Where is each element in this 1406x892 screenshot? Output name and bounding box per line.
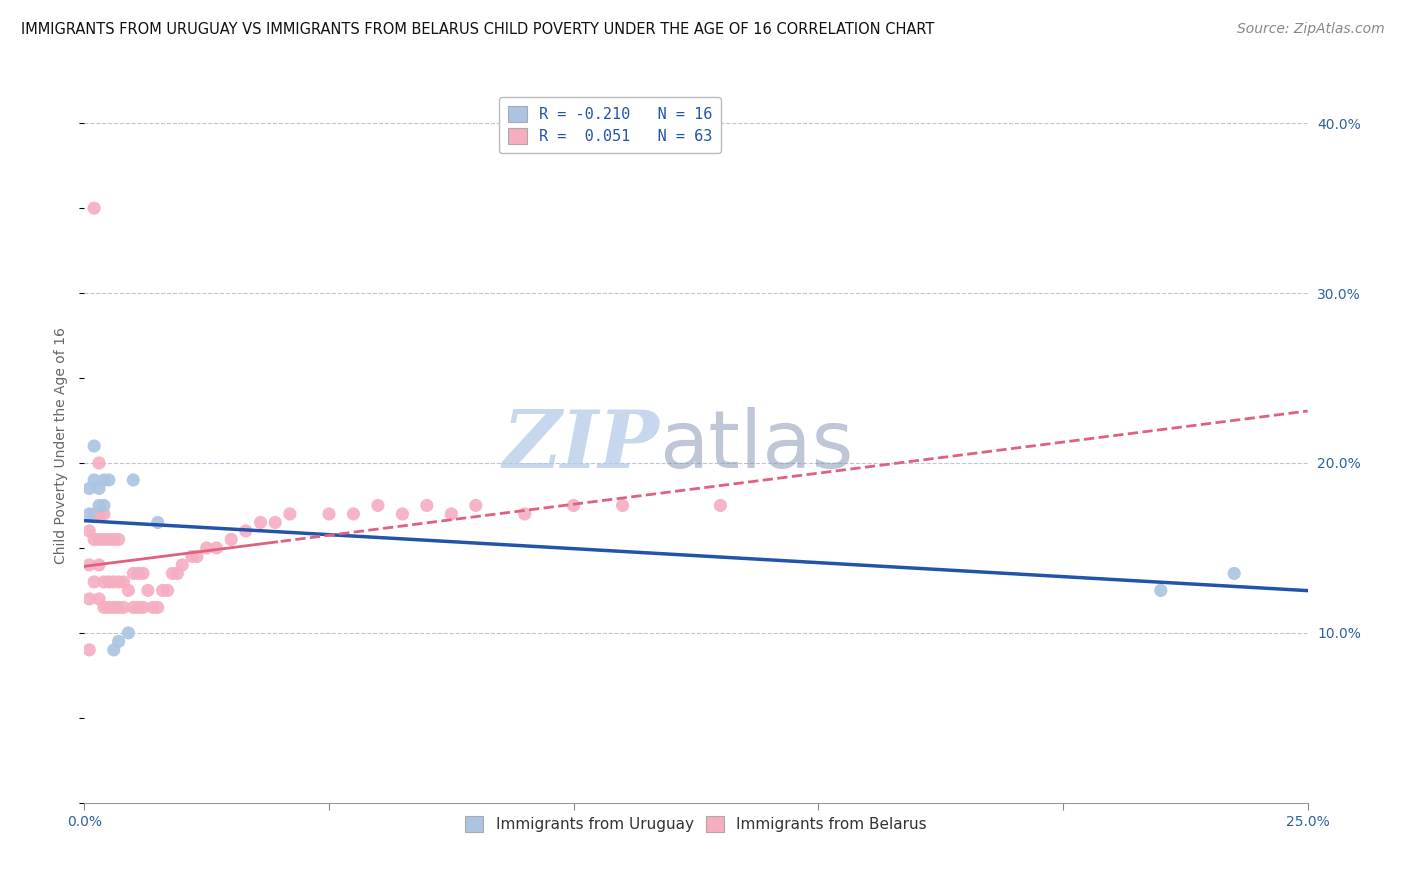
- Point: [93, 533, 115, 547]
- Point: [709, 499, 731, 513]
- Point: [391, 507, 413, 521]
- Point: [122, 566, 145, 581]
- Point: [83, 201, 105, 215]
- Point: [83, 533, 105, 547]
- Point: [142, 600, 165, 615]
- Point: [367, 499, 389, 513]
- Point: [77, 558, 100, 572]
- Text: IMMIGRANTS FROM URUGUAY VS IMMIGRANTS FROM BELARUS CHILD POVERTY UNDER THE AGE O: IMMIGRANTS FROM URUGUAY VS IMMIGRANTS FR…: [21, 22, 935, 37]
- Point: [112, 574, 135, 589]
- Point: [87, 482, 110, 496]
- Point: [107, 574, 129, 589]
- Point: [132, 566, 155, 581]
- Point: [87, 533, 110, 547]
- Point: [77, 524, 100, 538]
- Point: [77, 507, 100, 521]
- Legend: Immigrants from Uruguay, Immigrants from Belarus: Immigrants from Uruguay, Immigrants from…: [458, 810, 934, 838]
- Point: [264, 516, 287, 530]
- Point: [249, 516, 271, 530]
- Point: [440, 507, 463, 521]
- Point: [162, 566, 184, 581]
- Point: [1150, 583, 1173, 598]
- Point: [205, 541, 228, 555]
- Point: [103, 643, 125, 657]
- Point: [87, 558, 110, 572]
- Point: [513, 507, 536, 521]
- Point: [97, 473, 120, 487]
- Point: [278, 507, 301, 521]
- Y-axis label: Child Poverty Under the Age of 16: Child Poverty Under the Age of 16: [55, 327, 69, 565]
- Point: [127, 566, 149, 581]
- Point: [107, 600, 129, 615]
- Point: [612, 499, 634, 513]
- Point: [87, 456, 110, 470]
- Point: [136, 583, 159, 598]
- Point: [83, 507, 105, 521]
- Text: atlas: atlas: [659, 407, 853, 485]
- Point: [235, 524, 257, 538]
- Point: [1223, 566, 1246, 581]
- Point: [93, 499, 115, 513]
- Point: [219, 533, 242, 547]
- Point: [103, 600, 125, 615]
- Point: [83, 574, 105, 589]
- Point: [146, 600, 169, 615]
- Point: [77, 482, 100, 496]
- Text: Source: ZipAtlas.com: Source: ZipAtlas.com: [1237, 22, 1385, 37]
- Point: [166, 566, 188, 581]
- Point: [97, 574, 120, 589]
- Point: [112, 600, 135, 615]
- Point: [172, 558, 194, 572]
- Point: [107, 533, 129, 547]
- Point: [127, 600, 149, 615]
- Point: [562, 499, 585, 513]
- Point: [195, 541, 218, 555]
- Point: [87, 499, 110, 513]
- Point: [77, 591, 100, 606]
- Point: [107, 634, 129, 648]
- Point: [342, 507, 364, 521]
- Point: [103, 574, 125, 589]
- Point: [152, 583, 174, 598]
- Point: [83, 439, 105, 453]
- Point: [464, 499, 486, 513]
- Point: [181, 549, 204, 564]
- Point: [93, 473, 115, 487]
- Point: [146, 516, 169, 530]
- Point: [97, 600, 120, 615]
- Point: [87, 591, 110, 606]
- Point: [93, 507, 115, 521]
- Point: [87, 507, 110, 521]
- Text: ZIP: ZIP: [502, 408, 659, 484]
- Point: [77, 643, 100, 657]
- Point: [318, 507, 340, 521]
- Point: [83, 473, 105, 487]
- Point: [117, 583, 139, 598]
- Point: [132, 600, 155, 615]
- Point: [93, 600, 115, 615]
- Point: [186, 549, 208, 564]
- Point: [97, 533, 120, 547]
- Point: [93, 574, 115, 589]
- Point: [122, 600, 145, 615]
- Point: [103, 533, 125, 547]
- Point: [416, 499, 439, 513]
- Point: [122, 473, 145, 487]
- Point: [117, 626, 139, 640]
- Point: [156, 583, 179, 598]
